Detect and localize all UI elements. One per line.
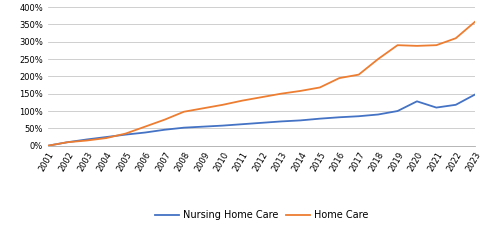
Home Care	[84, 139, 90, 142]
Nursing Home Care	[45, 144, 51, 147]
Legend: Nursing Home Care, Home Care: Nursing Home Care, Home Care	[151, 206, 372, 224]
Home Care	[395, 44, 400, 47]
Home Care	[336, 77, 342, 79]
Nursing Home Care	[259, 121, 264, 124]
Home Care	[220, 103, 226, 106]
Nursing Home Care	[414, 100, 420, 103]
Nursing Home Care	[298, 119, 303, 122]
Nursing Home Care	[356, 115, 361, 118]
Nursing Home Care	[278, 120, 284, 123]
Home Care	[472, 20, 478, 23]
Nursing Home Care	[220, 124, 226, 127]
Nursing Home Care	[162, 128, 168, 131]
Home Care	[453, 37, 459, 40]
Home Care	[259, 96, 264, 99]
Home Care	[375, 58, 381, 60]
Line: Nursing Home Care: Nursing Home Care	[48, 94, 475, 146]
Home Care	[103, 137, 109, 140]
Home Care	[433, 44, 439, 47]
Nursing Home Care	[123, 133, 129, 136]
Home Care	[298, 90, 303, 92]
Home Care	[278, 92, 284, 95]
Home Care	[123, 132, 129, 135]
Nursing Home Care	[336, 116, 342, 119]
Home Care	[64, 141, 70, 144]
Nursing Home Care	[201, 125, 206, 128]
Home Care	[142, 125, 148, 128]
Nursing Home Care	[317, 117, 323, 120]
Home Care	[181, 110, 187, 113]
Nursing Home Care	[181, 126, 187, 129]
Nursing Home Care	[103, 136, 109, 138]
Home Care	[414, 44, 420, 47]
Home Care	[162, 118, 168, 121]
Line: Home Care: Home Care	[48, 22, 475, 146]
Nursing Home Care	[142, 131, 148, 134]
Nursing Home Care	[240, 123, 245, 126]
Nursing Home Care	[84, 138, 90, 141]
Home Care	[356, 73, 361, 76]
Nursing Home Care	[375, 113, 381, 116]
Home Care	[317, 86, 323, 89]
Home Care	[240, 99, 245, 102]
Nursing Home Care	[433, 106, 439, 109]
Home Care	[201, 107, 206, 110]
Nursing Home Care	[453, 103, 459, 106]
Nursing Home Care	[472, 93, 478, 96]
Nursing Home Care	[64, 141, 70, 144]
Nursing Home Care	[395, 110, 400, 113]
Home Care	[45, 144, 51, 147]
